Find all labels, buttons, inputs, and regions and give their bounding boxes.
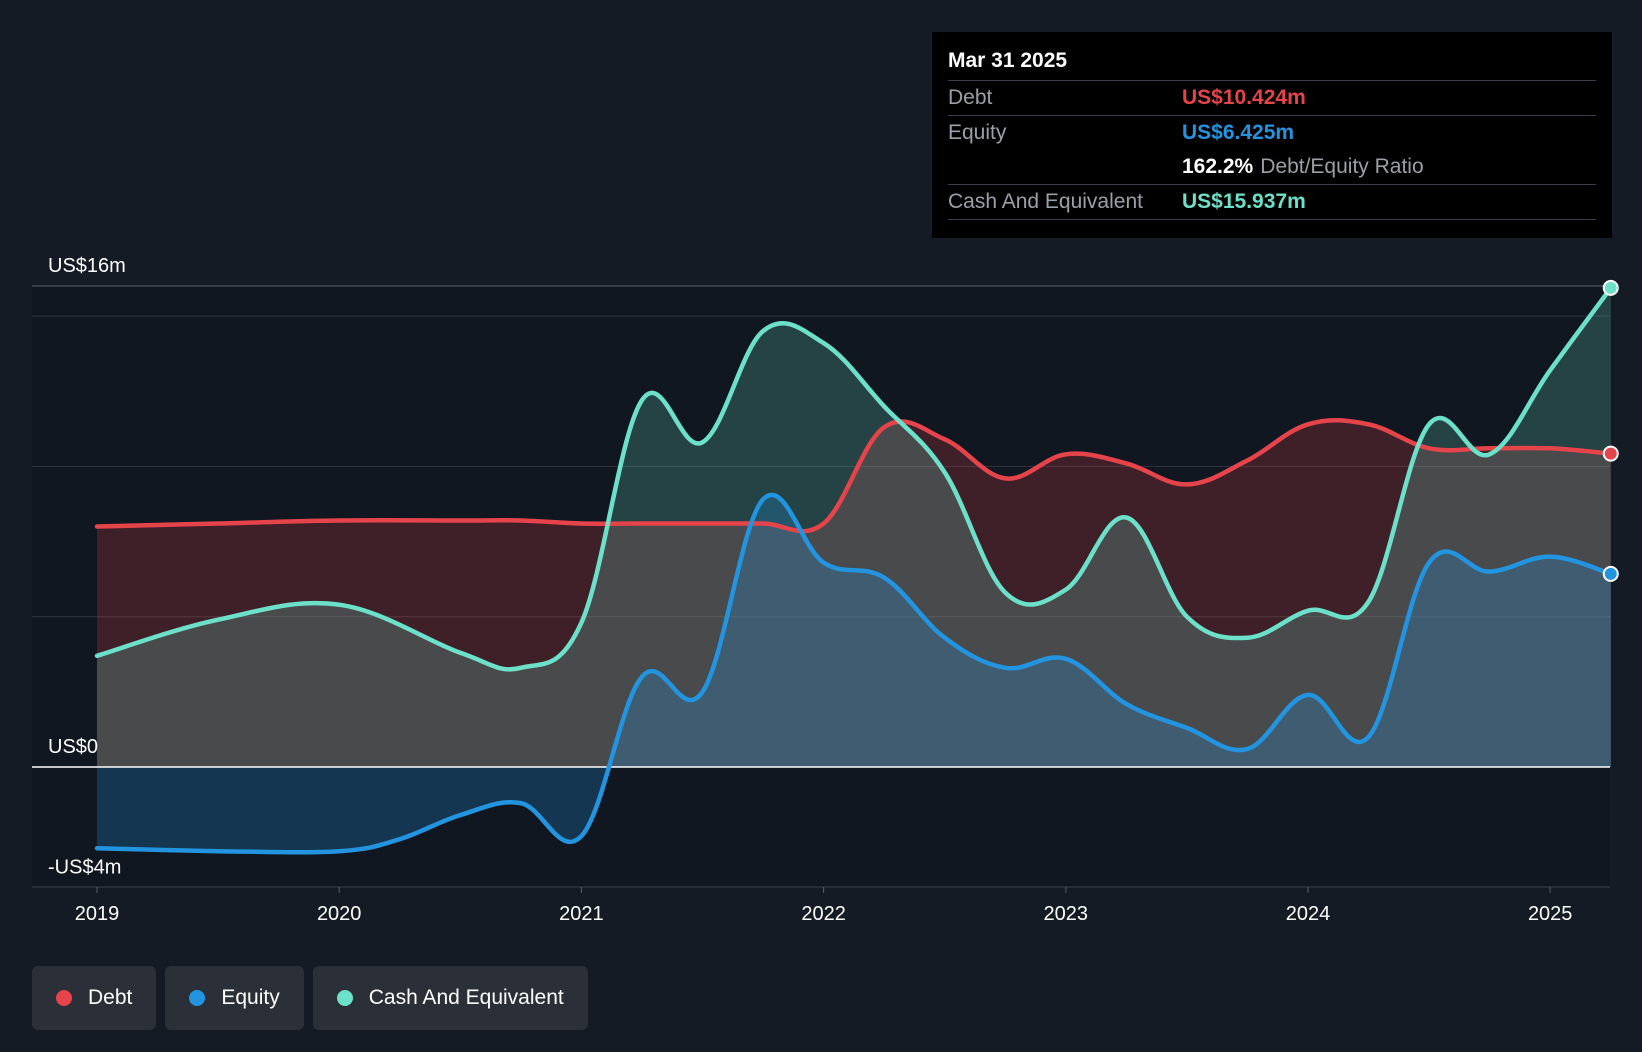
line-equity [94,492,1614,855]
legend-item-cash[interactable]: Cash And Equivalent [312,966,588,1030]
tooltip-ratio-label: Debt/Equity Ratio [1260,155,1424,178]
legend-label-cash: Cash And Equivalent [368,986,564,1009]
area-debt [97,420,1611,767]
x-axis-labels: 2019 2020 2021 2022 2023 2024 2025 [75,887,1573,925]
series-end-markers [1602,279,1619,582]
plot-background [32,286,1610,887]
tooltip-debt-value: US$10.424m [1182,86,1306,109]
tooltip-ratio-row: 162.2% Debt/Equity Ratio [948,150,1596,185]
tooltip-cash-row: Cash And Equivalent US$15.937m [948,185,1596,220]
y-tick-label: -US$4m [48,856,121,878]
end-marker-cash [1602,279,1619,296]
cash-dot-icon [336,990,353,1006]
gridlines [32,285,1610,888]
end-marker-debt [1602,445,1619,462]
x-tick-label: 2021 [559,903,604,925]
legend-label-debt: Debt [88,986,133,1009]
area-cash [97,287,1611,767]
x-tick-label: 2019 [75,903,120,925]
legend-label-equity: Equity [221,986,280,1009]
x-tick-label: 2024 [1286,903,1331,925]
debt-dot-icon [56,990,72,1006]
equity-dot-icon [189,990,206,1006]
x-tick-label: 2023 [1044,903,1089,925]
tooltip-equity-row: Equity US$6.425m [948,116,1596,150]
line-cash [94,285,1614,672]
series-areas [97,287,1611,853]
tooltip-equity-value: US$6.425m [1182,121,1295,144]
tooltip-debt-label: Debt [948,86,993,109]
tooltip-equity-label: Equity [948,121,1007,144]
x-tick-label: 2025 [1528,903,1573,925]
x-tick-label: 2020 [317,903,362,925]
legend-item-debt[interactable]: Debt [32,966,157,1030]
legend: Debt Equity Cash And Equivalent [32,966,597,1030]
series-lines [94,285,1614,855]
y-axis-labels: US$16m US$0 -US$4m [48,255,126,878]
tooltip-cash-value: US$15.937m [1182,190,1306,213]
end-marker-equity [1602,565,1619,582]
tooltip-ratio-value: 162.2% [1182,155,1254,178]
line-debt [94,418,1614,534]
tooltip-ratio-spacer [948,150,1182,184]
y-tick-label: US$0 [48,736,98,758]
legend-item-equity[interactable]: Equity [165,966,304,1030]
tooltip-panel: Mar 31 2025 Debt US$10.424m Equity US$6.… [932,32,1612,238]
tooltip-cash-label: Cash And Equivalent [948,190,1143,213]
area-equity [97,494,1611,853]
x-tick-label: 2022 [801,903,846,925]
tooltip-date: Mar 31 2025 [948,46,1596,81]
tooltip-debt-row: Debt US$10.424m [948,81,1596,116]
y-tick-label: US$16m [48,255,126,277]
